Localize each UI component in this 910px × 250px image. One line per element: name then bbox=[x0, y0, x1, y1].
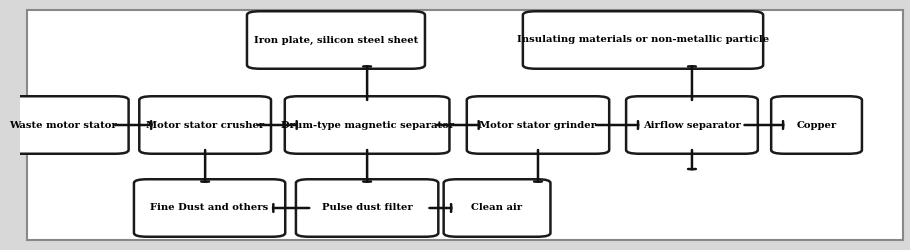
Text: Iron plate, silicon steel sheet: Iron plate, silicon steel sheet bbox=[254, 36, 418, 44]
FancyBboxPatch shape bbox=[296, 179, 439, 237]
FancyBboxPatch shape bbox=[626, 96, 758, 154]
FancyBboxPatch shape bbox=[139, 96, 271, 154]
Text: Motor stator grinder: Motor stator grinder bbox=[480, 120, 596, 130]
FancyBboxPatch shape bbox=[27, 10, 903, 240]
FancyBboxPatch shape bbox=[771, 96, 862, 154]
Text: Airflow separator: Airflow separator bbox=[643, 120, 741, 130]
FancyBboxPatch shape bbox=[444, 179, 551, 237]
Text: Clean air: Clean air bbox=[471, 204, 522, 212]
FancyBboxPatch shape bbox=[134, 179, 285, 237]
Text: Drum-type magnetic separator: Drum-type magnetic separator bbox=[280, 120, 454, 130]
FancyBboxPatch shape bbox=[467, 96, 609, 154]
Text: Waste motor stator: Waste motor stator bbox=[9, 120, 116, 130]
Text: Motor stator crusher: Motor stator crusher bbox=[146, 120, 264, 130]
Text: Insulating materials or non-metallic particle: Insulating materials or non-metallic par… bbox=[517, 36, 769, 44]
Text: Pulse dust filter: Pulse dust filter bbox=[322, 204, 412, 212]
Text: Fine Dust and others: Fine Dust and others bbox=[150, 204, 268, 212]
FancyBboxPatch shape bbox=[523, 11, 763, 69]
Text: Copper: Copper bbox=[796, 120, 836, 130]
FancyBboxPatch shape bbox=[247, 11, 425, 69]
FancyBboxPatch shape bbox=[0, 96, 128, 154]
FancyBboxPatch shape bbox=[285, 96, 450, 154]
